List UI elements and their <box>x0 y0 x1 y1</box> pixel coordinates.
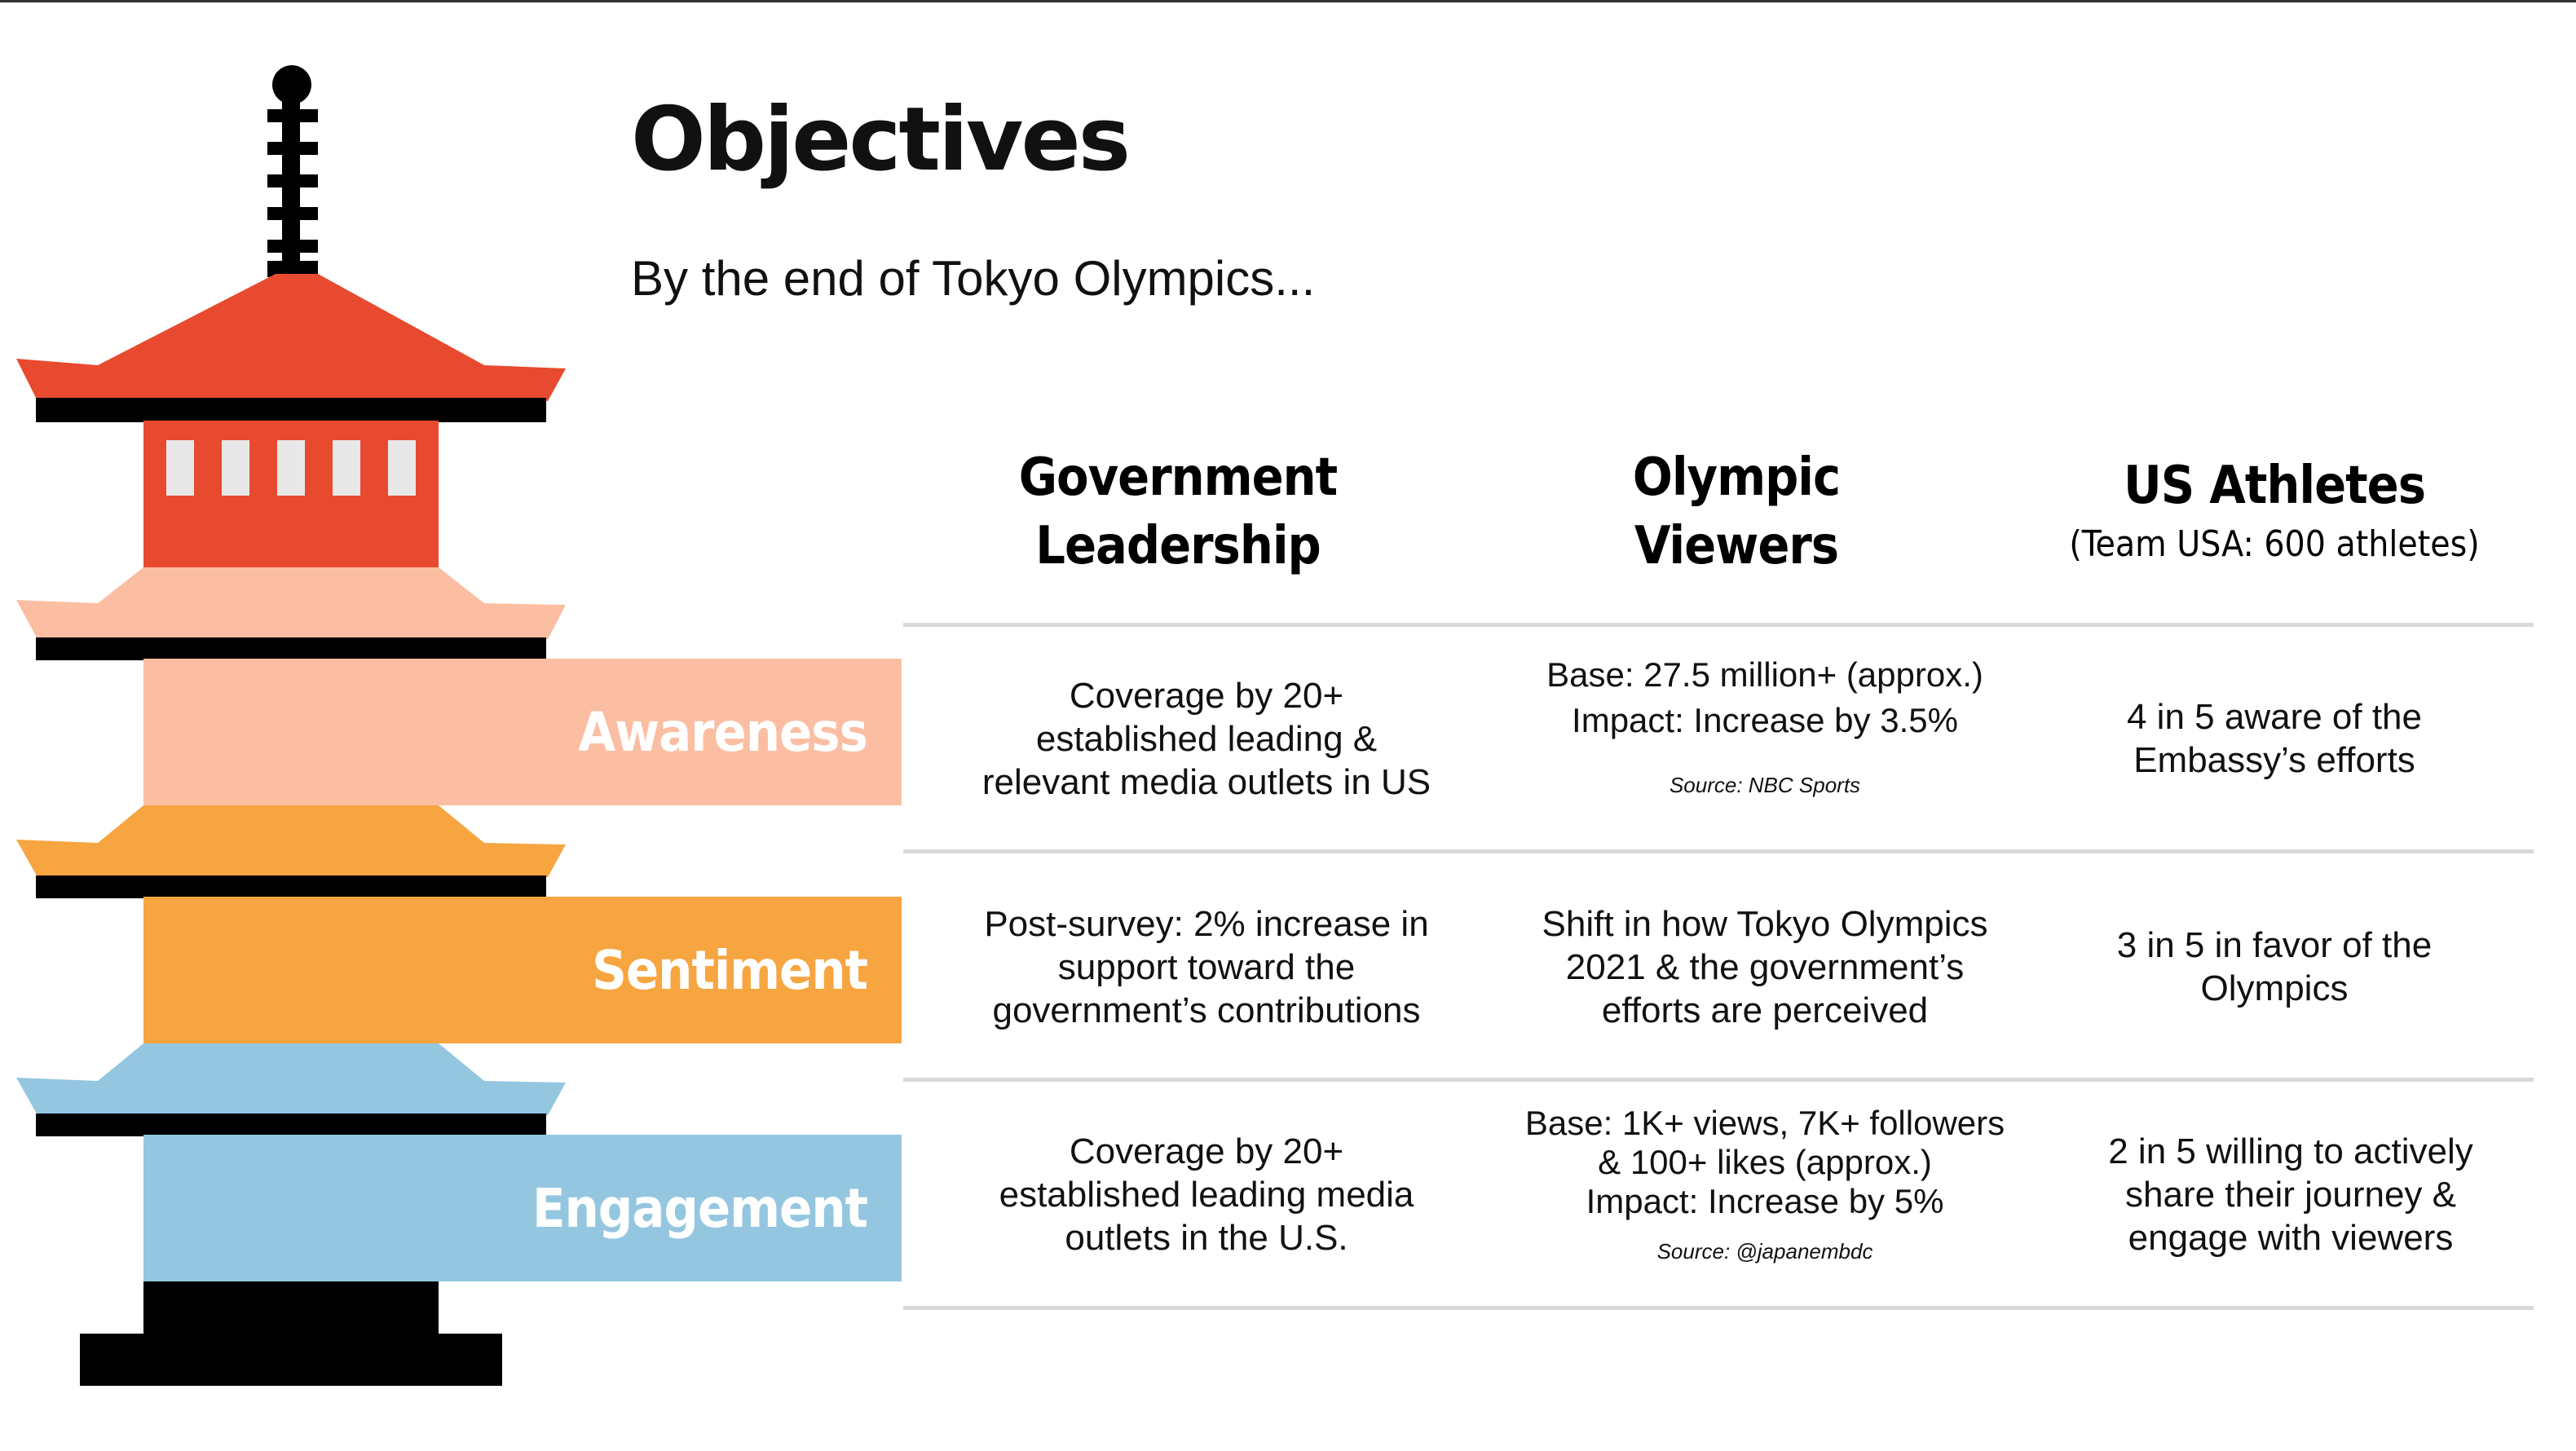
cell-line: outlets in the U.S. <box>1065 1217 1348 1258</box>
windows-top <box>166 440 416 496</box>
cell-government-awareness: Coverage by 20+ established leading & re… <box>946 628 1467 849</box>
eave-3 <box>36 875 546 898</box>
roof-top <box>16 274 566 401</box>
stage-awareness: Awareness <box>147 659 902 805</box>
table-rule <box>903 623 2534 627</box>
table-rule <box>903 1078 2534 1082</box>
stage-label: Awareness <box>578 700 868 764</box>
cell-line: engage with viewers <box>2128 1217 2454 1258</box>
cell-line: & 100+ likes (approx.) <box>1598 1143 1932 1181</box>
roof-engagement <box>16 1043 566 1115</box>
base-upper <box>143 1281 439 1335</box>
cell-line: 2 in 5 willing to actively <box>2108 1131 2473 1171</box>
table-rule <box>903 849 2534 853</box>
cell-government-engagement: Coverage by 20+ established leading medi… <box>946 1083 1467 1306</box>
cell-line: established leading media <box>999 1174 1414 1215</box>
cell-viewers-engagement: Base: 1K+ views, 7K+ followers & 100+ li… <box>1500 1104 2030 1291</box>
roof-sentiment <box>16 805 566 877</box>
cell-line: established leading & <box>1035 718 1378 759</box>
eave-1 <box>36 398 546 422</box>
roof-awareness <box>16 567 566 639</box>
cell-viewers-sentiment: Shift in how Tokyo Olympics 2021 & the g… <box>1500 856 2030 1078</box>
cell-athletes-awareness: 4 in 5 aware of the Embassy’s efforts <box>2054 628 2494 849</box>
page-subtitle: By the end of Tokyo Olympics... <box>631 251 1316 306</box>
column-header-line: Government <box>1018 448 1338 508</box>
stage-label: Sentiment <box>592 938 868 1002</box>
column-header-line: Leadership <box>1035 516 1321 576</box>
cell-line: 4 in 5 aware of the <box>2126 697 2422 737</box>
stage-engagement: Engagement <box>147 1135 902 1281</box>
cell-line: share their journey & <box>2125 1174 2456 1215</box>
cell-viewers-awareness: Base: 27.5 million+ (approx.) Impact: In… <box>1500 652 2030 825</box>
cell-line: efforts are perceived <box>1601 990 1929 1030</box>
column-header-line: Olympic <box>1632 448 1841 508</box>
cell-line: Base: 27.5 million+ (approx.) <box>1546 655 1983 694</box>
column-header-athletes: US Athletes (Team USA: 600 athletes) <box>2054 452 2494 569</box>
cell-line: Base: 1K+ views, 7K+ followers <box>1524 1104 2005 1142</box>
cell-line: Impact: Increase by 3.5% <box>1572 701 1958 739</box>
cell-line: Post-survey: 2% increase in <box>984 903 1429 944</box>
source-note: Source: NBC Sports <box>1669 773 1861 797</box>
cell-line: relevant media outlets in US <box>981 761 1431 802</box>
top-border <box>0 0 2576 2</box>
stage-label: Engagement <box>532 1176 868 1240</box>
column-header-government: Government Leadership <box>946 443 1410 580</box>
eave-2 <box>36 637 546 660</box>
cell-athletes-engagement: 2 in 5 willing to actively share their j… <box>2071 1083 2511 1306</box>
column-header-line: Viewers <box>1634 516 1839 576</box>
eave-4 <box>36 1114 546 1136</box>
cell-line: Impact: Increase by 5% <box>1586 1182 1944 1220</box>
page-title: Objectives <box>631 89 1131 191</box>
cell-line: Embassy’s efforts <box>2133 740 2415 780</box>
cell-line: 2021 & the government’s <box>1565 946 1965 987</box>
cell-athletes-sentiment: 3 in 5 in favor of the Olympics <box>2054 856 2494 1078</box>
cell-line: government’s contributions <box>992 990 1421 1030</box>
cell-line: Coverage by 20+ <box>1069 1131 1344 1171</box>
column-header-subtitle: (Team USA: 600 athletes) <box>2069 523 2480 565</box>
source-note: Source: @japanembdc <box>1656 1239 1873 1264</box>
column-header-line: US Athletes <box>2124 456 2426 516</box>
table-rule <box>903 1306 2534 1310</box>
cell-government-sentiment: Post-survey: 2% increase in support towa… <box>946 856 1467 1078</box>
base-lower <box>80 1334 502 1386</box>
cell-line: Shift in how Tokyo Olympics <box>1542 903 1988 944</box>
cell-line: 3 in 5 in favor of the <box>2116 925 2433 965</box>
cell-line: Olympics <box>2200 968 2349 1008</box>
cell-line: support toward the <box>1057 946 1356 987</box>
cell-line: Coverage by 20+ <box>1069 675 1344 716</box>
stage-sentiment: Sentiment <box>147 897 902 1043</box>
column-header-viewers: Olympic Viewers <box>1508 443 1965 580</box>
